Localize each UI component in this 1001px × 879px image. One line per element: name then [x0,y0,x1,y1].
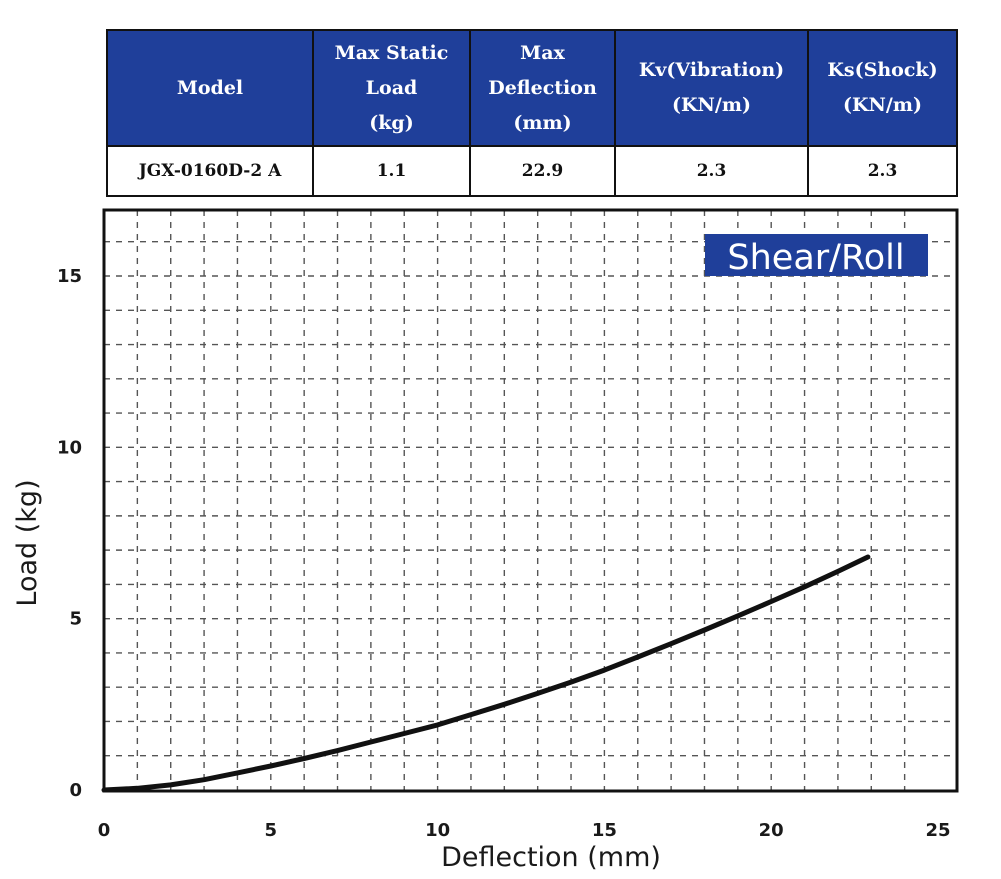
x-tick-label: 25 [925,820,950,841]
header-model: Model [106,29,314,147]
x-tick-label: 20 [759,820,784,841]
cell-max-static-load: 1.1 [312,145,471,197]
spec-header-row: Model Max Static Load (kg) Max Deflectio… [106,29,958,147]
chart-title-background [705,234,928,276]
x-tick-label: 15 [592,820,617,841]
x-tick-label: 10 [425,820,450,841]
y-tick-label: 0 [69,780,82,801]
cell-max-deflection: 22.9 [469,145,616,197]
x-tick-label: 0 [98,820,111,841]
plot-frame [102,208,959,793]
series-line [101,554,871,793]
cell-kv: 2.3 [614,145,809,197]
x-tick-label: 5 [265,820,278,841]
y-tick-label: 5 [69,609,82,630]
axis-ticks: 0 5 10 15 20 25 0 5 10 15 [57,266,951,841]
spec-data-row: JGX-0160D-2 A 1.1 22.9 2.3 2.3 [106,145,958,197]
x-axis-title: Deflection (mm) [441,842,661,873]
header-max-static-load: Max Static Load (kg) [312,29,471,147]
spec-table: Model Max Static Load (kg) Max Deflectio… [106,29,958,197]
y-tick-label: 15 [57,266,82,287]
header-ks-shock: Ks(Shock) (KN/m) [807,29,958,147]
header-kv-vibration: Kv(Vibration) (KN/m) [614,29,809,147]
chart-title: Shear/Roll [727,238,904,278]
y-tick-label: 10 [57,437,82,458]
cell-model: JGX-0160D-2 A [106,145,314,197]
chart-title-badge: Shear/Roll [705,234,928,278]
chart-grid [104,210,957,791]
header-max-deflection: Max Deflection (mm) [469,29,616,147]
y-axis-title: Load (kg) [12,479,43,606]
cell-ks: 2.3 [807,145,958,197]
